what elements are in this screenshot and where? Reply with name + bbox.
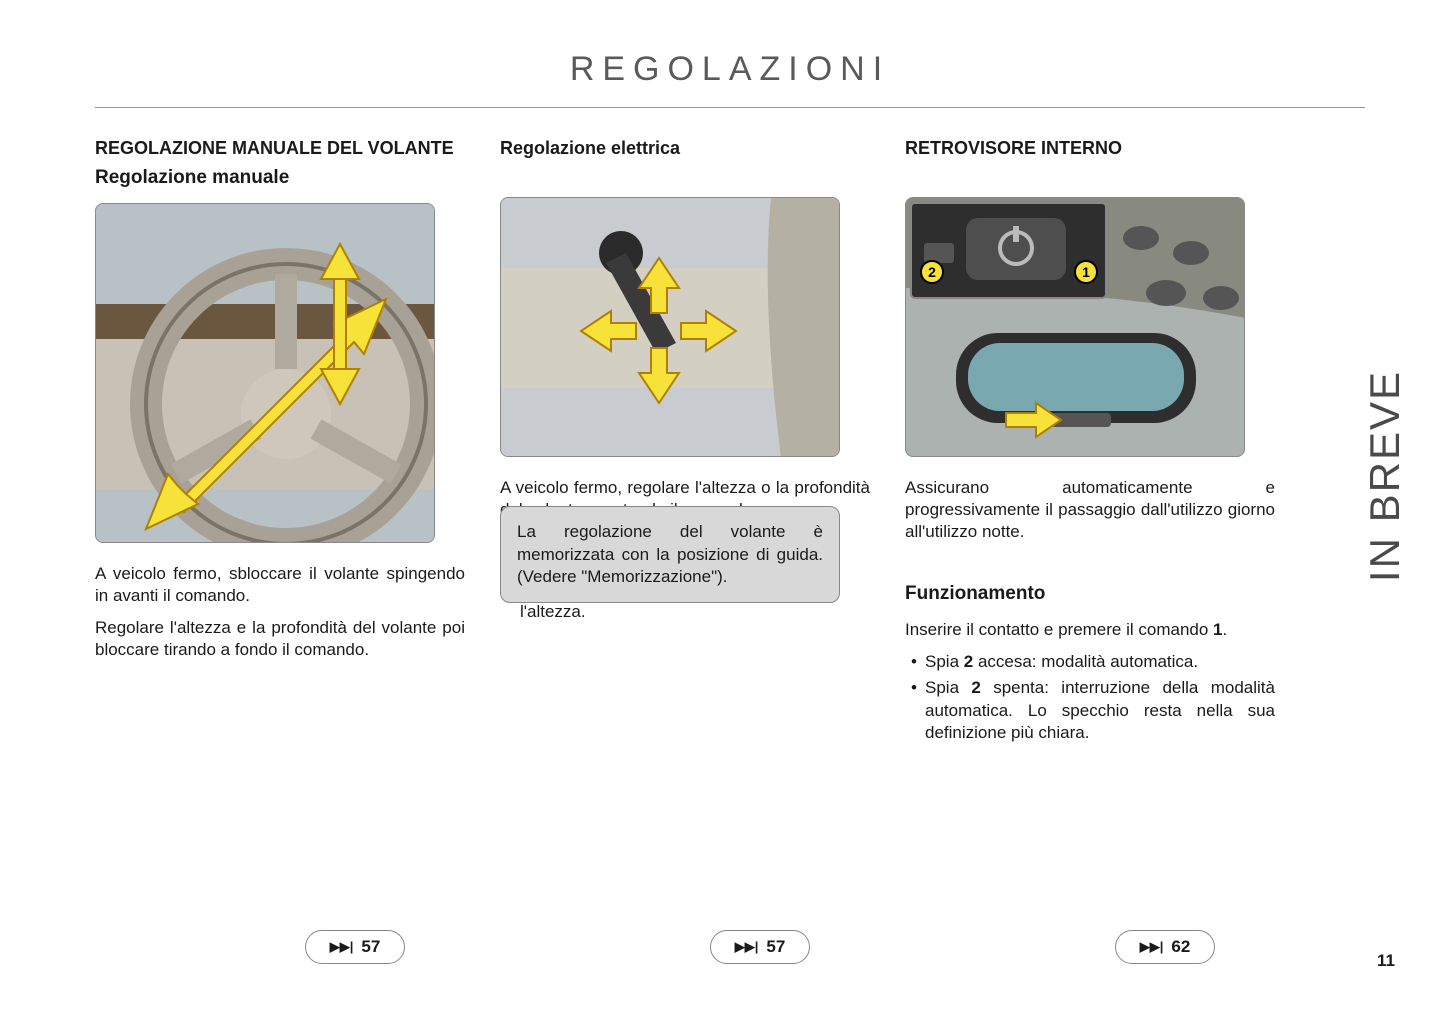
b2-pre: Spia (925, 678, 971, 697)
col3-bullet-2: Spia 2 spenta: interruzione della modali… (925, 677, 1275, 743)
page-ref-1-num: 57 (361, 937, 380, 957)
page-number: 11 (1377, 951, 1395, 971)
b1-pre: Spia (925, 652, 964, 671)
col3-subheading2: Funzionamento (905, 583, 1275, 605)
col1-heading: REGOLAZIONE MANUALE DEL VOLANTE (95, 138, 465, 159)
column-2: Regolazione elettrica A veicolo fermo, r… (500, 138, 870, 748)
b1-bold: 2 (964, 652, 973, 671)
page-ref-3-num: 62 (1171, 937, 1190, 957)
divider (95, 107, 1365, 108)
side-tab: IN BREVE (1361, 370, 1409, 582)
col1-para2: Regolare l'altezza e la profondità del v… (95, 617, 465, 661)
page-ref-3: ▶▶| 62 (1115, 930, 1215, 964)
col3-para1: Assicurano automaticamente e progressiva… (905, 477, 1275, 543)
content-columns: REGOLAZIONE MANUALE DEL VOLANTE Regolazi… (95, 138, 1365, 748)
column-1: REGOLAZIONE MANUALE DEL VOLANTE Regolazi… (95, 138, 465, 748)
col2-note-box: La regolazione del volante è memorizzata… (500, 506, 840, 602)
forward-icon: ▶▶| (330, 939, 354, 955)
steering-wheel-electric-illustration (500, 197, 840, 457)
col3-heading: RETROVISORE INTERNO (905, 138, 1275, 159)
b2-bold: 2 (971, 678, 980, 697)
col3-para2: Inserire il contatto e premere il comand… (905, 619, 1275, 641)
page-ref-2-num: 57 (766, 937, 785, 957)
page-ref-2: ▶▶| 57 (710, 930, 810, 964)
b1-post: accesa: modalità automatica. (973, 652, 1198, 671)
col3-para2-pre: Inserire il contatto e premere il comand… (905, 620, 1213, 639)
page-title: REGOLAZIONI (95, 50, 1365, 89)
page-ref-1: ▶▶| 57 (305, 930, 405, 964)
col1-subheading: Regolazione manuale (95, 167, 465, 189)
forward-icon: ▶▶| (1140, 939, 1164, 955)
col3-bullets: Spia 2 accesa: modalità automatica. Spia… (905, 651, 1275, 747)
marker-1: 1 (1074, 260, 1098, 284)
column-3: RETROVISORE INTERNO (905, 138, 1275, 748)
col2-heading: Regolazione elettrica (500, 138, 870, 159)
steering-wheel-manual-illustration (95, 203, 435, 543)
col3-bullet-1: Spia 2 accesa: modalità automatica. (925, 651, 1275, 673)
forward-icon: ▶▶| (735, 939, 759, 955)
col3-para2-bold: 1 (1213, 620, 1222, 639)
col3-para2-post: . (1223, 620, 1228, 639)
marker-2: 2 (920, 260, 944, 284)
rearview-mirror-illustration: 1 2 (905, 197, 1245, 457)
col1-para1: A veicolo fermo, sbloccare il volante sp… (95, 563, 465, 607)
